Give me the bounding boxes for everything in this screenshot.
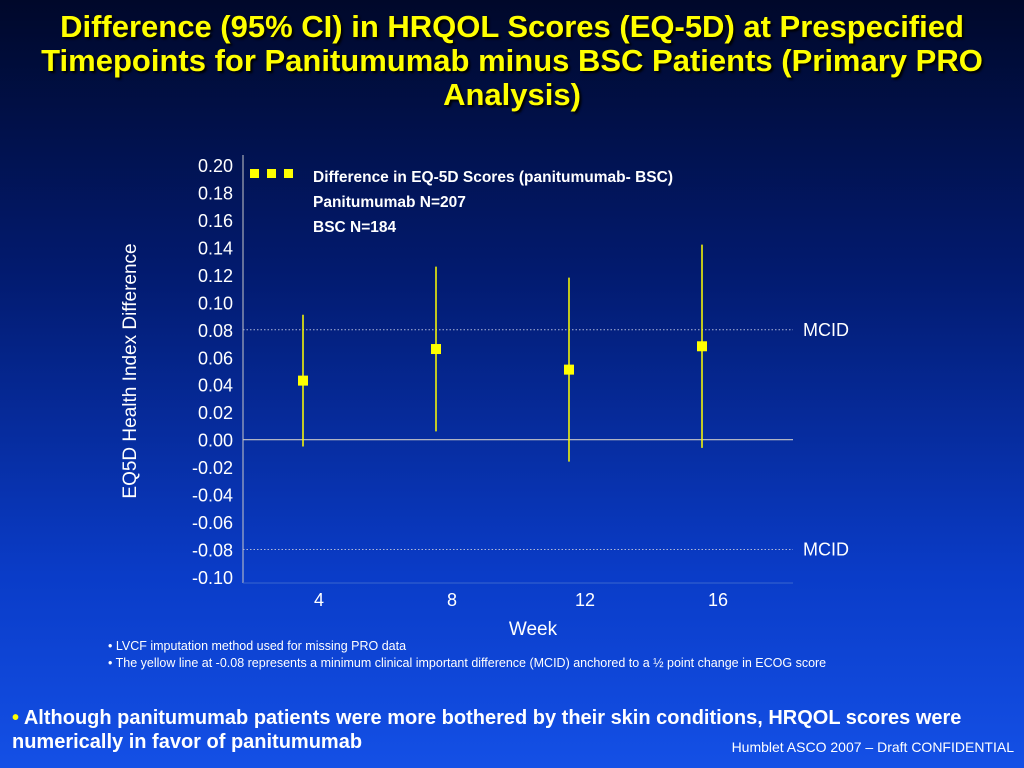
legend-marker [267,169,276,178]
x-tick-label: 12 [575,590,595,610]
y-tick-label: 0.20 [198,156,233,176]
legend-text: Difference in EQ-5D Scores (panitumumab-… [313,169,673,186]
x-axis-label: Week [509,619,558,640]
data-point [431,344,441,355]
y-tick-label: 0.00 [198,431,233,451]
y-tick-label: 0.10 [198,293,233,313]
footer-citation: Humblet ASCO 2007 – Draft CONFIDENTIAL [731,739,1014,755]
y-tick-label: 0.18 [198,183,233,203]
y-tick-label: 0.14 [198,238,233,258]
legend-text: BSC N=184 [313,219,397,236]
mcid-label: MCID [803,540,849,560]
y-tick-label: -0.10 [192,568,233,588]
x-tick-label: 16 [708,590,728,610]
y-tick-label: -0.06 [192,513,233,533]
legend-text: Panitumumab N=207 [313,194,466,211]
y-tick-label: 0.08 [198,321,233,341]
y-tick-label: 0.06 [198,348,233,368]
y-axis-label: EQ5D Health Index Difference [120,243,141,498]
y-tick-label: 0.04 [198,376,233,396]
legend-marker [284,169,293,178]
footnote: • LVCF imputation method used for missin… [108,639,407,653]
y-tick-label: -0.08 [192,541,233,561]
footnotes: • LVCF imputation method used for missin… [108,638,826,672]
y-tick-label: -0.04 [192,486,233,506]
conclusion-bullet: • Although panitumumab patients were mor… [12,706,1002,754]
mcid-label: MCID [803,320,849,340]
y-tick-label: 0.16 [198,211,233,231]
y-tick-label: 0.02 [198,403,233,423]
data-point [697,341,707,352]
y-tick-label: 0.12 [198,266,233,286]
x-tick-label: 8 [447,590,457,610]
data-point [298,375,308,386]
y-tick-label: -0.02 [192,458,233,478]
footnote: • The yellow line at -0.08 represents a … [108,656,827,670]
bullet-text: Although panitumumab patients were more … [12,707,962,753]
legend-marker [250,169,259,178]
slide-title: Difference (95% CI) in HRQOL Scores (EQ-… [41,9,983,112]
x-tick-label: 4 [314,590,324,610]
data-point [564,364,574,375]
bullet-marker: • [12,707,20,729]
